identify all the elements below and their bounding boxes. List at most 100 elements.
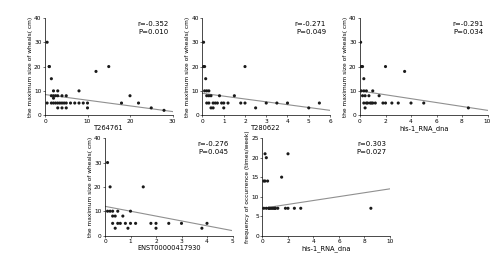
Point <box>114 221 122 226</box>
Point <box>48 77 56 81</box>
Point <box>261 179 269 183</box>
Point <box>407 101 415 105</box>
Point <box>147 106 155 110</box>
Point <box>106 185 114 189</box>
Point <box>284 152 292 156</box>
Point <box>152 226 160 230</box>
Point <box>134 101 142 105</box>
Point <box>216 94 224 98</box>
Point <box>139 185 147 189</box>
Text: r=-0.291
P=0.034: r=-0.291 P=0.034 <box>452 21 484 35</box>
Point <box>361 94 369 98</box>
Point <box>284 101 292 105</box>
Point <box>84 101 92 105</box>
Point <box>203 101 211 105</box>
Point <box>260 206 268 210</box>
Point <box>464 106 472 110</box>
Point <box>111 226 119 230</box>
Point <box>108 209 116 213</box>
Point <box>165 221 173 226</box>
Point <box>375 94 383 98</box>
Point <box>106 209 114 213</box>
Point <box>147 221 155 226</box>
Y-axis label: the maximum size of wheals( cm): the maximum size of wheals( cm) <box>342 16 347 117</box>
Point <box>230 94 238 98</box>
Point <box>264 179 272 183</box>
X-axis label: his-1_RNA_dna: his-1_RNA_dna <box>399 125 448 132</box>
Point <box>58 94 66 98</box>
Y-axis label: the maximum size of wheals( cm): the maximum size of wheals( cm) <box>28 16 32 117</box>
Point <box>43 40 51 44</box>
Point <box>207 94 215 98</box>
Point <box>220 101 228 105</box>
Point <box>271 206 279 210</box>
Point <box>296 206 304 210</box>
Point <box>361 106 369 110</box>
Point <box>119 214 127 218</box>
Point <box>202 77 209 81</box>
Point <box>304 106 313 110</box>
Point <box>50 96 58 100</box>
Point <box>358 94 366 98</box>
Point <box>358 89 366 93</box>
Point <box>58 106 66 110</box>
Point <box>358 65 366 69</box>
Point <box>271 206 279 210</box>
Point <box>252 106 260 110</box>
Text: r=-0.352
P=0.010: r=-0.352 P=0.010 <box>138 21 168 35</box>
Y-axis label: frequency of occurrence (times/week): frequency of occurrence (times/week) <box>245 131 250 243</box>
Point <box>382 65 390 69</box>
Point <box>105 65 113 69</box>
X-axis label: his-1_RNA_dna: his-1_RNA_dna <box>302 246 351 252</box>
Point <box>203 94 211 98</box>
Point <box>160 108 168 112</box>
Point <box>126 209 134 213</box>
Point <box>360 101 368 105</box>
Text: r=-0.276
P=0.045: r=-0.276 P=0.045 <box>198 141 228 155</box>
Point <box>71 101 79 105</box>
Point <box>203 221 211 226</box>
X-axis label: T264761: T264761 <box>94 125 124 131</box>
Point <box>108 214 116 218</box>
Point <box>360 89 368 93</box>
Point <box>356 40 364 44</box>
Y-axis label: the maximum size of wheals( cm): the maximum size of wheals( cm) <box>185 16 190 117</box>
Point <box>372 101 380 105</box>
Point <box>132 221 140 226</box>
Point <box>56 101 64 105</box>
Point <box>45 65 54 69</box>
Point <box>114 209 122 213</box>
Point <box>75 89 83 93</box>
Point <box>205 94 213 98</box>
Point <box>50 94 58 98</box>
Point <box>54 106 62 110</box>
Point <box>104 209 112 213</box>
Point <box>379 101 387 105</box>
Point <box>382 101 390 105</box>
Point <box>66 101 74 105</box>
Point <box>48 101 56 105</box>
Point <box>211 101 219 105</box>
Point <box>261 152 269 156</box>
Point <box>124 226 132 230</box>
Point <box>116 221 124 226</box>
Point <box>220 106 228 110</box>
Point <box>265 206 273 210</box>
Point <box>366 101 374 105</box>
Point <box>362 101 370 105</box>
Point <box>369 89 377 93</box>
Text: r=0.303
P=0.027: r=0.303 P=0.027 <box>356 141 386 155</box>
Point <box>265 206 273 210</box>
X-axis label: T280622: T280622 <box>252 125 281 131</box>
Point <box>75 101 83 105</box>
Point <box>203 89 211 93</box>
Point <box>45 65 54 69</box>
Point <box>79 101 88 105</box>
Point <box>54 89 62 93</box>
Point <box>364 101 372 105</box>
Point <box>209 106 217 110</box>
Point <box>205 89 213 93</box>
Point <box>241 101 249 105</box>
Point <box>284 206 292 210</box>
Point <box>200 89 208 93</box>
